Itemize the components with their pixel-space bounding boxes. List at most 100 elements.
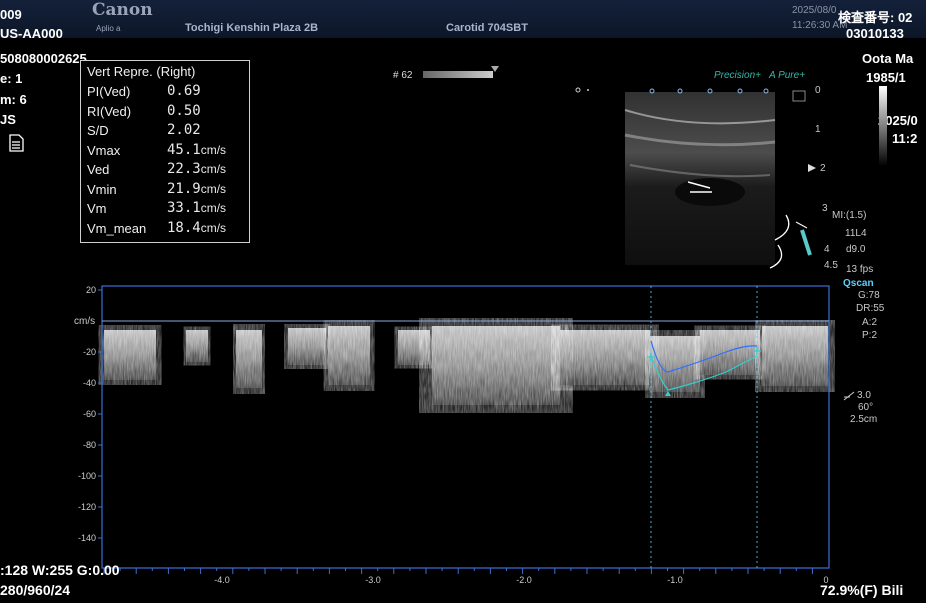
measurement-value: 21.9cm/s [167,180,227,197]
measurement-panel: Vert Repre. (Right) PI(Ved) 0.69 RI(Ved) 0.… [80,60,250,243]
x-tick-label: -3.0 [365,575,381,585]
measurement-unit: cm/s [200,162,227,176]
left-info-6: JS [0,112,16,127]
top-bar [0,0,926,38]
measurement-unit: cm/s [200,142,227,157]
spectrum-frame [101,285,830,569]
measurement-value: 0.69 [167,83,201,99]
model-label: Aplio a [96,24,121,33]
measurement-label: Vm_mean [87,220,147,236]
apure-label: A Pure+ [769,70,806,81]
spectrum-band-texture [328,326,370,385]
preset-name: Carotid 704SBT [446,22,528,34]
depth-mark-2: 2 [820,163,826,174]
focus-icon [792,90,806,102]
measurement-title: Vert Repre. (Right) [87,64,196,79]
slider-marker-icon [491,66,499,72]
trace-min [650,355,758,391]
spectrum-bands [104,326,828,405]
y-tick-label: -60 [83,409,96,419]
measurement-label: Vmax [87,142,121,158]
doppler-p: P:2 [862,330,878,341]
spectrum-band-texture [432,326,560,405]
y-tick-label: 20 [86,285,96,295]
velocity-unit: cm/s [74,316,96,327]
y-tick-label: -40 [83,378,96,388]
left-info-3: 508080002625 [0,51,87,66]
measurement-label: Ved [87,162,110,177]
left-info-5: m: 6 [0,92,27,107]
spectrum-band-texture [762,326,828,386]
y-tick-label: -120 [78,502,96,512]
grayscale-bar [879,86,887,166]
y-tick-label: -100 [78,471,96,481]
left-info-4: e: 1 [0,71,23,86]
y-tick-label: -140 [78,533,96,543]
exam-number: 03010133 [846,26,904,41]
measurement-value: 45.1cm/s [167,141,227,158]
doppler-a: A:2 [862,317,878,328]
marker-end [753,347,761,355]
spectrum-band-texture [560,330,650,385]
doppler-dr: DR:55 [856,303,885,314]
trace-max [650,340,758,373]
depth-mark-0: 0 [815,85,821,96]
depth-tail: 4.5 [824,260,838,271]
institution-name: Tochigi Kenshin Plaza 2B [185,22,319,34]
measurement-value: 18.4cm/s [167,219,227,236]
depth-mark-4: 4 [824,244,830,255]
footer-right: 72.9%(F) Bili [820,582,904,598]
measurement-label: Vmin [87,181,117,197]
angle-value: 3.0 [857,390,871,401]
scan-marker-icon [575,87,589,93]
measurement-label: Vm [87,201,107,216]
measurement-value: 22.3cm/s [167,161,227,177]
bmode-image [624,88,812,269]
x-tick-label: -4.0 [214,575,230,585]
x-tick-label: 0 [823,575,828,585]
report-icon[interactable] [8,134,24,152]
spectrum-band-texture [186,330,208,362]
spectrum-band-texture [700,330,760,375]
measurement-unit: cm/s [200,181,227,196]
angle-icon [843,391,855,401]
depth-value: d9.0 [846,244,866,255]
frame-number: # 62 [393,70,413,81]
x-tick-label: -1.0 [667,575,683,585]
left-info-1: 009 [0,7,22,22]
precision-label: Precision+ [714,70,761,81]
x-tick-label: -2.0 [516,575,532,585]
spectrum-band-texture [288,328,326,365]
x-axis-ticks: -4.0 -3.0 -2.0 -1.0 0 [103,568,829,585]
measurement-label: RI(Ved) [87,103,132,119]
date-right: 2025/0 [878,113,918,128]
angle-degrees: 60° [858,402,874,413]
depth-mark-1: 1 [815,124,821,135]
date-display: 2025/08/0 [792,5,837,16]
patient-birth: 1985/1 [866,70,906,85]
measurement-unit: cm/s [200,220,227,235]
frame-slider[interactable] [423,71,493,78]
measurement-value: 33.1cm/s [167,200,227,216]
gate-size: 2.5cm [850,414,878,425]
doppler-mode: Qscan [843,278,874,289]
fps-value: 13 fps [846,264,874,275]
brand-logo: Canon [92,0,153,20]
depth-mark-3: 3 [822,203,828,214]
measurement-unit: cm/s [200,201,227,215]
time-right: 11:2 [892,131,918,146]
left-info-2: US-AA000 [0,26,63,41]
y-tick-label: -80 [83,440,96,450]
resolution: 280/960/24 [0,582,71,598]
measurement-value: 0.50 [167,102,201,119]
y-axis-ticks: 20 -20 -40 -60 -80 -100 -120 -140 [78,285,102,543]
spectrum-band-texture [104,330,156,380]
spectrum-band-texture [236,330,262,388]
measurement-value: 2.02 [167,122,201,138]
marker-ved [665,391,671,396]
measurement-label: PI(Ved) [87,84,131,99]
window-level: :128 W:255 G:0.00 [0,562,120,578]
exam-number-label: 検査番号: 02 [838,10,913,25]
doppler-gain: G:78 [858,290,880,301]
